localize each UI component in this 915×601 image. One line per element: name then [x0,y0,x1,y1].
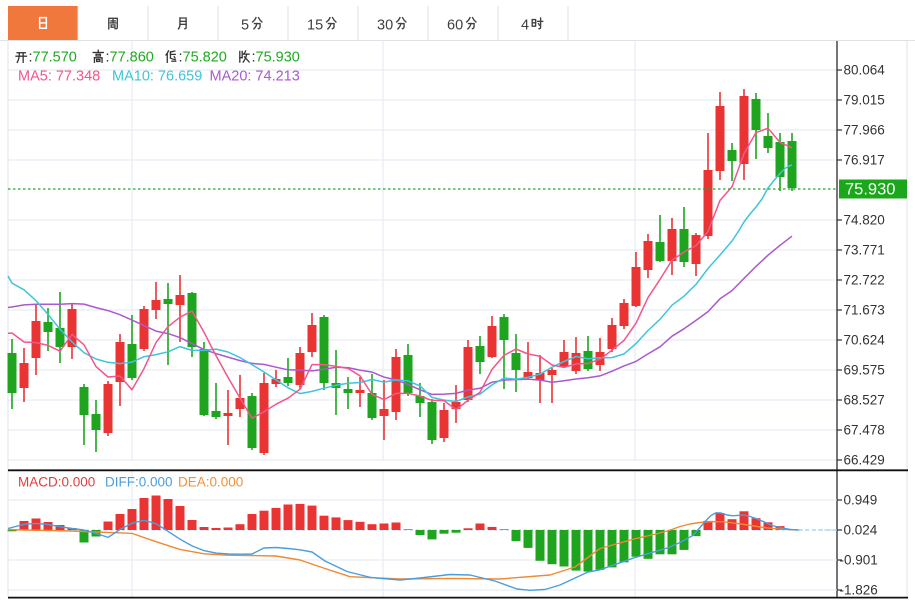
svg-text:75.930: 75.930 [256,50,300,66]
svg-text:MACD:0.000: MACD:0.000 [18,475,95,490]
svg-text:0.024: 0.024 [844,523,878,538]
svg-text:79.015: 79.015 [844,93,885,108]
svg-text:DIFF:0.000: DIFF:0.000 [105,475,173,490]
svg-text:71.673: 71.673 [844,303,885,318]
svg-text::: : [106,50,110,66]
svg-text:5: 5 [241,18,249,34]
svg-text:69.575: 69.575 [844,363,885,378]
svg-text::: : [252,50,256,66]
svg-text:80.064: 80.064 [844,63,886,78]
svg-text:MA20: 74.213: MA20: 74.213 [210,69,300,85]
svg-text:77.966: 77.966 [844,123,885,138]
svg-text:74.820: 74.820 [844,213,885,228]
svg-text:76.917: 76.917 [844,153,885,168]
svg-text:72.722: 72.722 [844,273,885,288]
svg-text:70.624: 70.624 [844,333,886,348]
svg-text::: : [29,50,33,66]
svg-text:66.429: 66.429 [844,453,885,468]
svg-text:68.527: 68.527 [844,393,885,408]
svg-text:77.860: 77.860 [110,50,154,66]
svg-text:-1.826: -1.826 [840,583,878,598]
svg-text::: : [179,50,183,66]
svg-text:15: 15 [307,18,323,34]
svg-text:30: 30 [377,18,393,34]
svg-text:0.949: 0.949 [844,493,878,508]
svg-text:75.930: 75.930 [845,181,895,199]
svg-text:77.570: 77.570 [33,50,77,66]
svg-text:73.771: 73.771 [844,243,885,258]
svg-text:-0.901: -0.901 [840,553,878,568]
svg-text:67.478: 67.478 [844,423,885,438]
svg-text:75.820: 75.820 [183,50,227,66]
svg-text:DEA:0.000: DEA:0.000 [178,475,243,490]
svg-text:4: 4 [521,18,529,34]
svg-text:MA5: 77.348: MA5: 77.348 [18,69,100,85]
svg-text:60: 60 [447,18,463,34]
svg-text:MA10: 76.659: MA10: 76.659 [112,69,202,85]
